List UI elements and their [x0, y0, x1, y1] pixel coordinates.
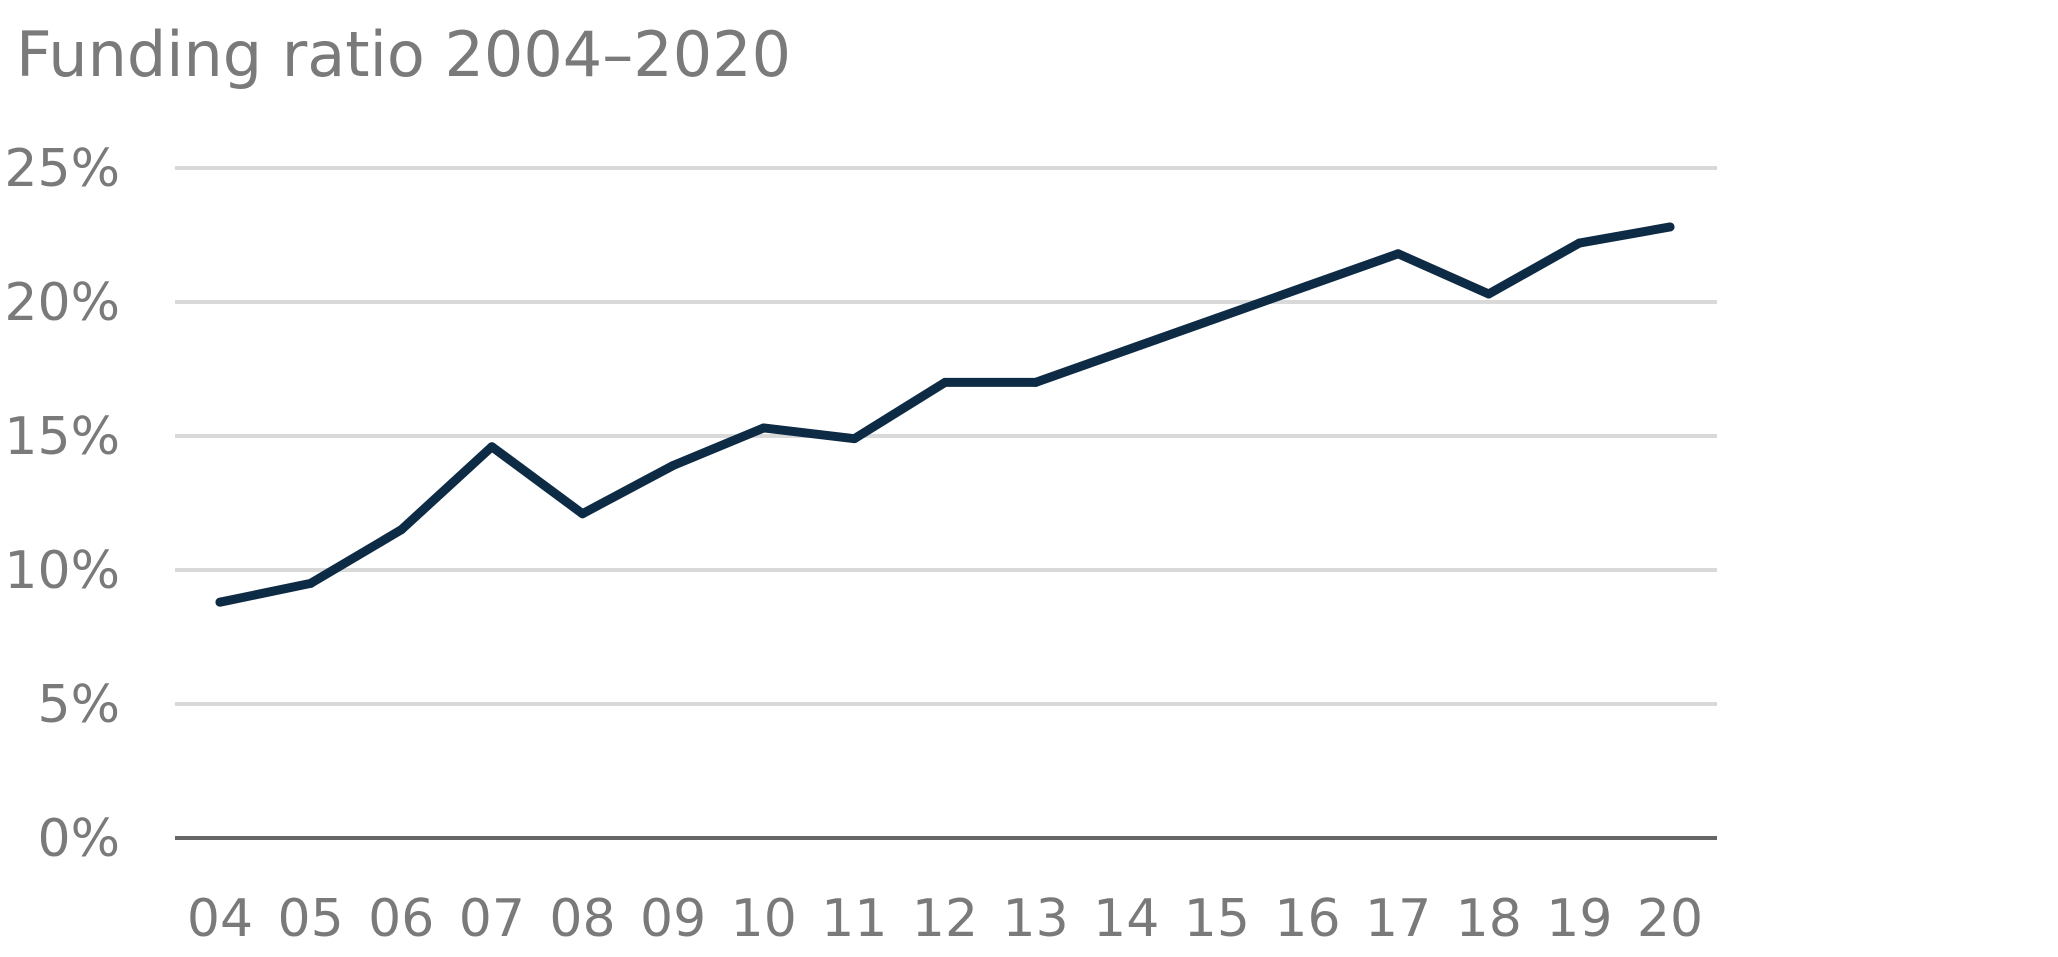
- x-tick-label: 06: [368, 889, 434, 949]
- y-tick-label: 10%: [4, 541, 120, 601]
- x-tick-label: 13: [1003, 889, 1069, 949]
- data-point: [396, 525, 406, 535]
- x-tick-label: 19: [1546, 889, 1612, 949]
- data-point: [940, 377, 950, 387]
- y-tick-label: 20%: [4, 273, 120, 333]
- data-point: [1393, 249, 1403, 259]
- series-line: [215, 222, 1675, 607]
- x-tick-label: 15: [1184, 889, 1250, 949]
- data-point: [215, 597, 225, 607]
- x-tick-label: 10: [731, 889, 797, 949]
- x-tick-label: 16: [1274, 889, 1340, 949]
- series-layer: [215, 222, 1675, 607]
- data-point: [1303, 281, 1312, 291]
- x-tick-label: 14: [1093, 889, 1159, 949]
- x-tick-label: 07: [459, 889, 525, 949]
- y-tick-label: 15%: [4, 407, 120, 467]
- x-tick-label: 05: [278, 889, 344, 949]
- x-tick-label: 17: [1365, 889, 1431, 949]
- x-axis: 04 05 06 07 08 09 10 11 12 13 14 15 16 17 18 19 20: [187, 889, 1703, 949]
- data-point: [487, 442, 497, 452]
- data-point: [1121, 345, 1131, 355]
- x-tick-label: 18: [1456, 889, 1522, 949]
- x-tick-label: 11: [821, 889, 887, 949]
- data-point: [1212, 313, 1222, 323]
- chart-title: Funding ratio 2004–2020: [16, 18, 791, 91]
- y-tick-label: 5%: [38, 675, 121, 735]
- data-point: [668, 460, 678, 470]
- x-tick-label: 04: [187, 889, 253, 949]
- y-tick-label: 25%: [4, 139, 120, 199]
- gridlines: [175, 166, 1717, 840]
- y-axis: 0% 5% 10% 15% 20% 25%: [4, 139, 120, 869]
- data-point: [849, 434, 859, 444]
- x-tick-label: 12: [912, 889, 978, 949]
- x-tick-label: 09: [640, 889, 706, 949]
- data-point: [1031, 377, 1041, 387]
- data-point: [1665, 222, 1675, 232]
- data-point: [1574, 238, 1584, 248]
- data-point: [1484, 289, 1494, 299]
- y-tick-label: 0%: [38, 809, 121, 869]
- x-tick-label: 08: [549, 889, 615, 949]
- data-point: [578, 509, 587, 519]
- x-tick-label: 20: [1637, 889, 1703, 949]
- data-point: [759, 423, 769, 433]
- data-point: [306, 578, 316, 588]
